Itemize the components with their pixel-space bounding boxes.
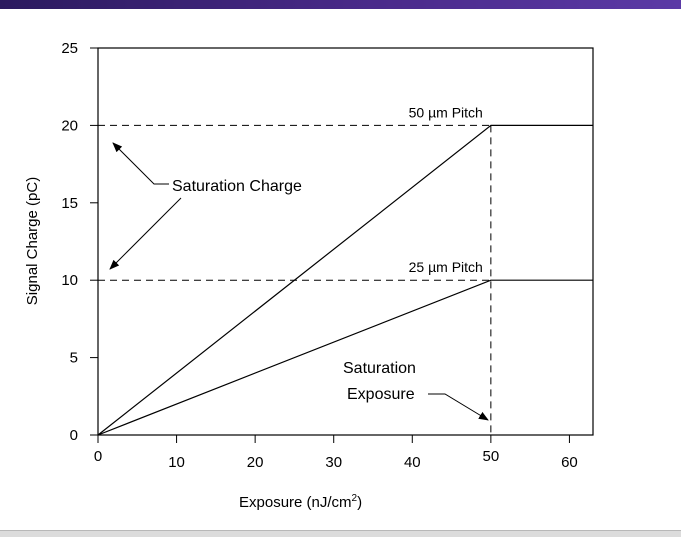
- saturation-charge-label: Saturation Charge: [172, 178, 302, 195]
- series-label-50um-pitch: 50 µm Pitch: [409, 104, 483, 120]
- x-tick-label: 60: [561, 454, 578, 471]
- series-line-50um-pitch: [97, 124, 593, 436]
- saturation-charge-arrow-upper: [112, 142, 169, 185]
- y-tick-label: 5: [70, 350, 78, 367]
- x-tick-label: 20: [247, 454, 264, 471]
- y-tick-label: 0: [70, 427, 78, 444]
- saturation-exposure-arrow: [428, 393, 489, 421]
- x-tick-label: 30: [325, 454, 342, 471]
- x-tick-label: 0: [94, 448, 102, 465]
- x-tick-label: 10: [168, 454, 185, 471]
- y-tick-label: 15: [61, 195, 78, 212]
- y-tick-label: 10: [61, 272, 78, 289]
- saturation-exposure-label-line2: Exposure: [347, 386, 415, 403]
- series-line-25um-pitch: [97, 279, 593, 436]
- bottom-rule: [0, 530, 681, 537]
- x-tick-label: 50: [483, 448, 500, 465]
- y-tick-label: 20: [61, 117, 78, 134]
- saturation-exposure-label-line1: Saturation: [343, 360, 416, 377]
- x-axis-title: Exposure (nJ/cm2): [239, 493, 362, 511]
- y-tick-label: 25: [61, 40, 78, 57]
- series-label-25um-pitch: 25 µm Pitch: [409, 259, 483, 275]
- plot-area-frame: [97, 47, 594, 436]
- y-axis-title: Signal Charge (pC): [24, 177, 41, 305]
- top-banner-bar: [0, 0, 681, 9]
- x-tick-label: 40: [404, 454, 421, 471]
- saturation-charge-arrow-lower: [109, 197, 182, 270]
